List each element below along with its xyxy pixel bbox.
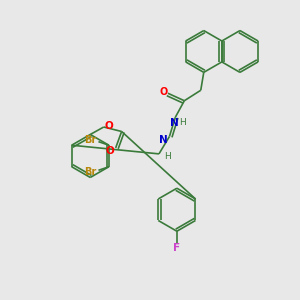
Text: H: H <box>164 152 171 161</box>
Text: N: N <box>169 118 178 128</box>
Text: O: O <box>105 121 113 130</box>
Text: H: H <box>179 118 186 127</box>
Text: O: O <box>159 87 167 97</box>
Text: O: O <box>106 146 115 156</box>
Text: Br: Br <box>84 167 96 177</box>
Text: N: N <box>159 135 168 145</box>
Text: F: F <box>173 243 180 253</box>
Text: Br: Br <box>84 135 96 145</box>
